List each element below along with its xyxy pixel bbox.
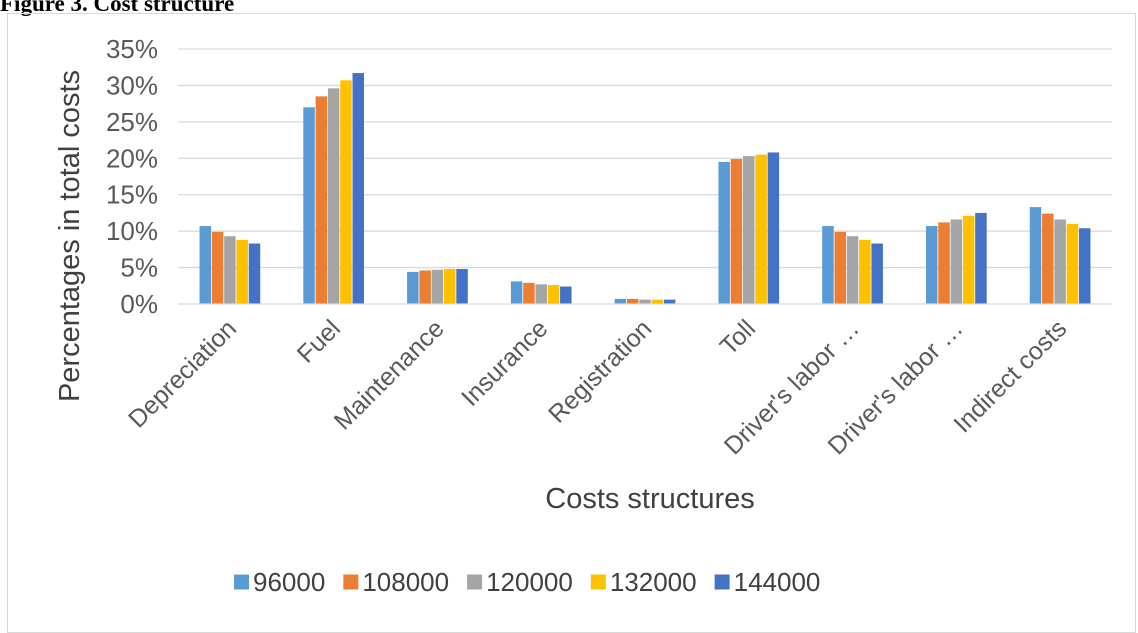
bar [199,226,212,304]
bar [718,161,730,304]
y-axis-title: Percentages in total costs [54,70,86,402]
bar [834,231,847,304]
y-tick-label: 30% [106,70,158,100]
bar [755,154,767,304]
legend-swatch [343,574,359,590]
legend-label: 108000 [362,567,449,597]
bar [743,156,755,304]
bar [560,286,572,304]
bar [1029,207,1042,304]
y-tick-label: 10% [106,216,158,246]
bar [431,269,444,304]
legend-swatch [467,574,483,590]
legend-item: 120000 [467,567,573,597]
x-tick-label: Toll [715,314,761,360]
bar [1054,219,1066,304]
bar [456,269,468,304]
legend-label: 144000 [734,567,821,597]
y-tick-label: 15% [106,180,158,210]
legend-swatch [714,574,730,590]
y-tick-label: 25% [106,107,158,137]
bar [950,219,963,304]
bar [547,285,560,304]
bars [199,73,1091,305]
legend-swatch [234,574,249,590]
bar [925,226,938,304]
bar [352,73,365,305]
legend: 96000 108000 120000 132000 144000 [234,567,820,597]
bar [871,243,883,304]
bar [614,298,627,304]
y-tick-label: 20% [106,143,158,173]
legend-item: 132000 [590,567,697,597]
x-tick-label: Insurance [456,314,553,411]
bar [535,284,547,304]
bar [962,215,975,304]
bar [626,298,639,304]
bar [639,299,651,304]
x-tick-label: Depreciation [123,314,242,433]
bar [510,281,523,304]
bar [523,282,535,304]
bar [859,239,871,304]
legend-label: 120000 [486,567,573,597]
bar [767,152,780,304]
legend-item: 144000 [714,567,821,597]
bar [407,271,419,304]
bar [248,243,261,304]
y-tick-label: 35% [106,34,158,64]
bar [1078,228,1091,304]
y-tick-label: 5% [120,253,158,283]
x-tick-label: Fuel [292,314,346,368]
bar [443,269,456,304]
legend-item: 96000 [234,567,325,597]
x-axis-title: Costs structures [545,483,755,515]
bar [938,222,950,304]
bar [419,270,431,304]
bar [663,299,676,304]
legend-label: 132000 [610,567,697,597]
bar [975,212,987,304]
y-tick-label: 0% [120,289,158,319]
bar [1066,223,1079,304]
bar [730,159,743,304]
x-tick-label: Maintenance [329,314,450,435]
bar [340,80,352,304]
bar [846,236,859,304]
legend-label: 96000 [253,567,325,597]
bar [651,299,664,304]
x-tick-label: Registration [543,314,657,428]
bar [224,236,236,304]
bar [822,226,834,304]
bar [1042,213,1054,304]
figure-caption: Figure 3. Cost structure [0,0,235,16]
bar [315,96,328,304]
legend-swatch [590,574,606,590]
bar [211,231,224,304]
bar [327,88,340,304]
bar [236,239,248,304]
y-tick-labels: 0% 5% 10% 15% 20% 25% 30% 35% [106,34,158,319]
bar [303,107,315,305]
legend-item: 108000 [343,567,449,597]
